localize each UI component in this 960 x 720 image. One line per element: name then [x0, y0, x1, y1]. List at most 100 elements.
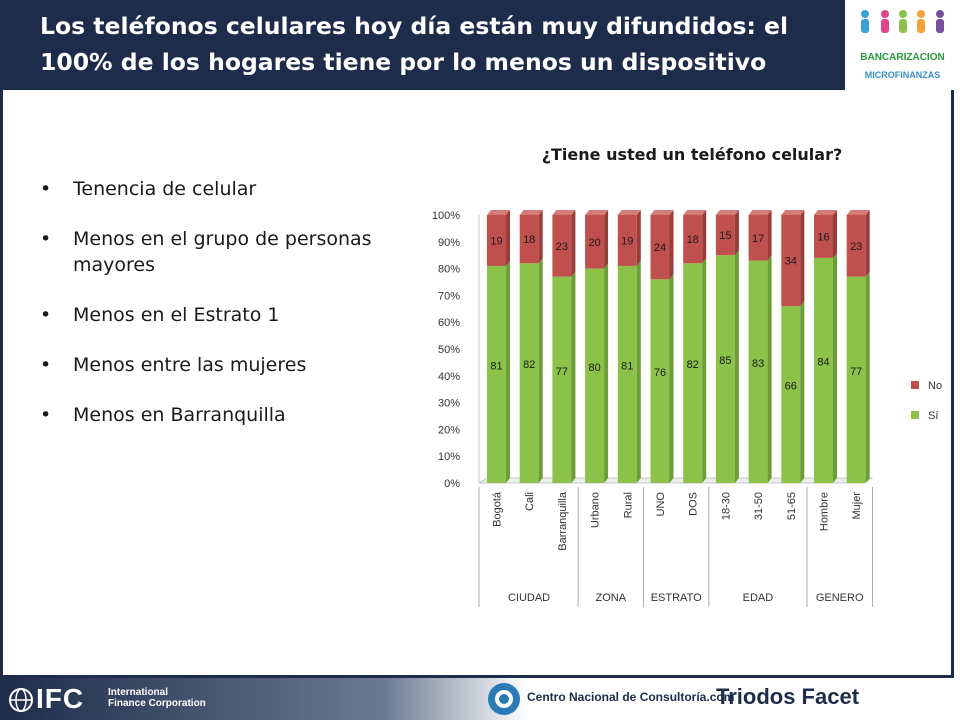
- bar-label-si: 81: [490, 360, 502, 372]
- x-category-label: 51-65: [786, 492, 798, 520]
- bar-si-side: [538, 258, 543, 483]
- bar-label-no: 17: [752, 233, 764, 245]
- bar-si-segment: [487, 265, 506, 483]
- ifc-subtitle-line-1: International: [108, 687, 169, 698]
- logo-line-1: BANCARIZACION: [860, 52, 945, 63]
- bar-si-side: [800, 301, 805, 483]
- footer-bar: [0, 678, 960, 720]
- bar-top: [846, 210, 870, 215]
- bar-no-side: [506, 210, 510, 266]
- bar-no-segment: [814, 215, 833, 258]
- bar-si-side: [734, 250, 739, 483]
- bar-top: [748, 210, 772, 215]
- bar-label-si: 82: [687, 359, 699, 371]
- bar-si-segment: [715, 255, 735, 483]
- bar-top: [781, 210, 805, 215]
- bar-top: [683, 210, 707, 215]
- bar-si-side: [636, 260, 641, 483]
- x-category-label: Bogotá: [492, 491, 504, 527]
- bar-si-segment: [683, 263, 703, 483]
- header-bar: Los teléfonos celulares hoy día están mu…: [0, 0, 960, 90]
- slide-title: Los teléfonos celulares hoy día están mu…: [40, 12, 789, 76]
- bar-si-segment: [585, 268, 605, 483]
- bar-label-si: 84: [817, 356, 829, 368]
- bar-no-side: [702, 210, 707, 264]
- y-tick-label: 90%: [438, 237, 460, 249]
- x-group-label: ESTRATO: [651, 592, 702, 604]
- x-group-label: GENERO: [816, 592, 864, 604]
- bar-label-si: 77: [850, 366, 862, 378]
- bar-label-si: 66: [785, 381, 797, 393]
- legend-label-si: Sí: [928, 410, 938, 422]
- bar-no-segment: [487, 215, 506, 266]
- x-group-label: ZONA: [596, 592, 627, 604]
- x-group-label: EDAD: [743, 592, 774, 604]
- bar-no-segment: [846, 215, 866, 277]
- y-tick-label: 100%: [432, 210, 460, 222]
- bullet-item: Menos en Barranquilla: [40, 402, 420, 428]
- ifc-subtitle-line-2: Finance Corporation: [108, 698, 206, 709]
- bar-label-si: 80: [588, 362, 600, 374]
- bar-label-no: 23: [850, 241, 862, 253]
- bar-label-no: 23: [556, 241, 568, 253]
- bar-label-no: 24: [654, 242, 666, 254]
- bullet-list: Tenencia de celular Menos en el grupo de…: [40, 176, 420, 452]
- cnc-wordmark: Centro Nacional de Consultoría.com: [527, 690, 735, 704]
- triodos-facet-logo: Triodos Facet: [716, 684, 860, 709]
- y-tick-label: 10%: [438, 451, 460, 463]
- bar-no-side: [734, 210, 739, 256]
- bar-label-no: 34: [785, 256, 797, 268]
- bullet-item: Menos en el Estrato 1: [40, 302, 420, 328]
- bar-si-segment: [650, 279, 670, 483]
- ifc-subtitle: International Finance Corporation: [108, 687, 238, 709]
- bar-no-segment: [585, 215, 605, 269]
- bar-top: [650, 210, 674, 215]
- y-tick-label: 40%: [438, 371, 460, 383]
- chart-title: ¿Tiene usted un teléfono celular?: [542, 145, 843, 164]
- bar-no-side: [669, 210, 674, 280]
- bar-si-side: [702, 258, 707, 483]
- people-logo-icon: [861, 10, 944, 33]
- bar-no-segment: [781, 215, 801, 307]
- bar-no-segment: [552, 215, 572, 277]
- y-tick-label: 80%: [438, 264, 460, 276]
- bar-label-no: 15: [719, 230, 731, 242]
- y-tick-label: 50%: [438, 344, 460, 356]
- globe-icon: [9, 688, 33, 712]
- bar-no-segment: [519, 215, 539, 264]
- bar-si-segment: [748, 260, 768, 483]
- bar-no-side: [538, 210, 543, 264]
- legend-swatch-si: [911, 411, 919, 419]
- legend-swatch-no: [911, 381, 919, 389]
- x-category-label: Mujer: [851, 492, 863, 520]
- bar-si-segment: [814, 257, 833, 483]
- conference-logo: BANCARIZACION MICROFINANZAS: [845, 0, 960, 90]
- bar-no-side: [865, 210, 870, 277]
- y-tick-label: 60%: [438, 317, 460, 329]
- bar-no-side: [800, 210, 805, 307]
- bar-top: [617, 210, 641, 215]
- bar-no-segment: [683, 215, 703, 264]
- bar-si-side: [571, 271, 576, 483]
- bar-si-segment: [552, 276, 572, 483]
- bar-label-si: 85: [719, 355, 731, 367]
- bar-si-segment: [519, 263, 539, 483]
- bullet-item: Menos en el grupo de personas mayores: [40, 226, 420, 278]
- bar-si-side: [669, 274, 674, 483]
- bar-si-side: [767, 255, 772, 483]
- y-tick-label: 30%: [438, 398, 460, 410]
- x-category-label: Cali: [524, 492, 536, 511]
- x-category-label: Rural: [622, 492, 634, 518]
- bar-label-no: 18: [523, 234, 535, 246]
- x-group-label: CIUDAD: [508, 592, 550, 604]
- bar-si-segment: [781, 306, 801, 483]
- bar-top: [814, 210, 837, 215]
- bar-label-no: 20: [588, 237, 600, 249]
- x-category-label: Hombre: [819, 492, 831, 531]
- bar-no-segment: [748, 215, 768, 261]
- bar-label-no: 18: [687, 234, 699, 246]
- bar-top: [715, 210, 739, 215]
- bar-top: [487, 210, 510, 215]
- x-category-label: Barranquilla: [557, 491, 569, 551]
